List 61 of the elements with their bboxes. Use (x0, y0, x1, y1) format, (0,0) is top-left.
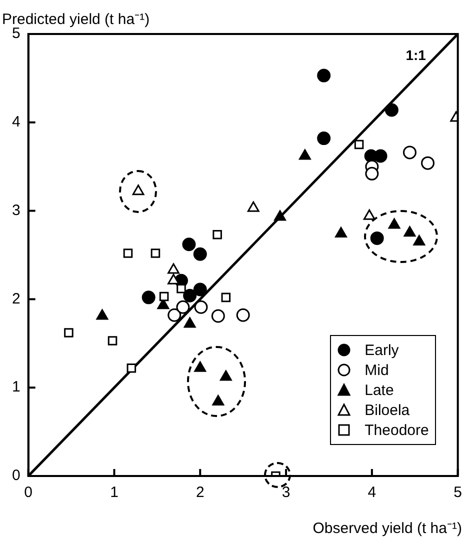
x-tick-label: 4 (368, 484, 376, 502)
y-tick-label: 1 (12, 378, 20, 396)
x-axis-title: Observed yield (t ha⁻¹) (312, 519, 462, 537)
legend-label: Late (364, 382, 394, 398)
point (193, 247, 207, 261)
point (212, 394, 224, 406)
point (159, 292, 169, 302)
x-tick-label: 2 (196, 484, 204, 502)
point (335, 227, 347, 238)
legend-label: Mid (364, 362, 389, 378)
legend-label: Biloela (364, 402, 410, 418)
point (126, 364, 136, 373)
x-tick-label: 1 (110, 484, 118, 502)
point (317, 132, 331, 146)
point (298, 149, 311, 160)
point (413, 234, 426, 246)
point (374, 149, 388, 163)
point (370, 231, 384, 245)
point (194, 361, 206, 372)
point (365, 166, 379, 180)
x-tick-label: 0 (24, 484, 33, 502)
point (220, 370, 232, 381)
point (402, 146, 416, 160)
point (212, 230, 222, 240)
legend-label: Early (364, 342, 399, 358)
point (384, 103, 398, 117)
point (96, 309, 108, 320)
point (142, 290, 156, 304)
legend-label: Theodore (364, 422, 429, 438)
y-tick-label: 0 (12, 467, 20, 484)
x-tick-label: 3 (282, 484, 290, 502)
point (194, 300, 208, 314)
point (317, 68, 331, 82)
point (211, 309, 225, 323)
annotation: 1:1 (406, 46, 426, 63)
point (108, 336, 118, 346)
y-tick-label: 3 (12, 202, 20, 219)
point (168, 308, 182, 322)
point (274, 210, 286, 221)
point (354, 140, 364, 150)
point (421, 156, 435, 170)
point (64, 328, 74, 338)
point (363, 209, 376, 220)
point (236, 308, 250, 322)
point (123, 248, 133, 258)
point (388, 218, 400, 229)
point (176, 300, 190, 314)
y-tick-label: 4 (12, 114, 20, 131)
point (184, 317, 196, 328)
y-tick-label: 5 (12, 25, 20, 42)
point (247, 201, 260, 212)
y-tick-label: 2 (12, 290, 20, 308)
point (182, 238, 196, 252)
point (221, 292, 231, 302)
y-axis-title: Predicted yield (t ha⁻¹) (2, 10, 150, 28)
point (168, 263, 180, 274)
point (183, 288, 197, 302)
point (193, 282, 207, 296)
point (404, 226, 416, 237)
x-tick-label: 5 (454, 484, 462, 502)
point (150, 248, 160, 258)
